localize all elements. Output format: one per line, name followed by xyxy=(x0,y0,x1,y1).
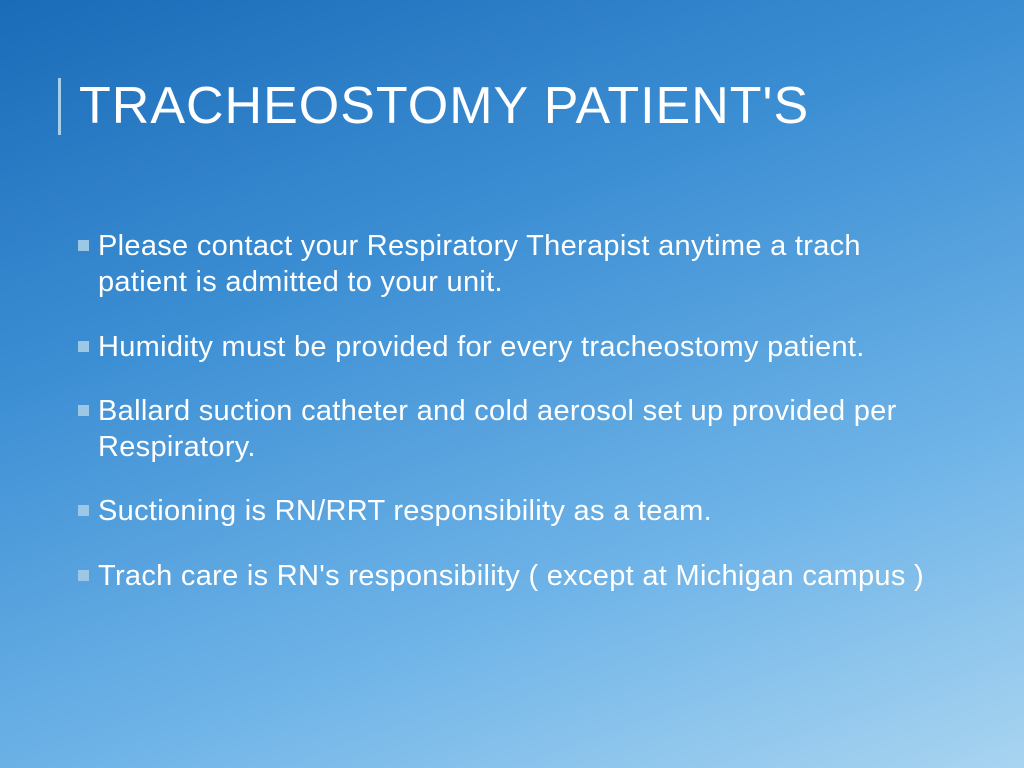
list-item: Ballard suction catheter and cold aeroso… xyxy=(78,393,954,466)
list-item: Please contact your Respiratory Therapis… xyxy=(78,228,954,301)
list-item: Trach care is RN's responsibility ( exce… xyxy=(78,558,954,594)
bullet-list: Please contact your Respiratory Therapis… xyxy=(78,228,954,622)
list-item: Humidity must be provided for every trac… xyxy=(78,329,954,365)
title-container: TRACHEOSTOMY PATIENT'S xyxy=(58,78,809,135)
slide-title: TRACHEOSTOMY PATIENT'S xyxy=(79,78,809,135)
list-item: Suctioning is RN/RRT responsibility as a… xyxy=(78,493,954,529)
title-accent-bar xyxy=(58,78,61,135)
